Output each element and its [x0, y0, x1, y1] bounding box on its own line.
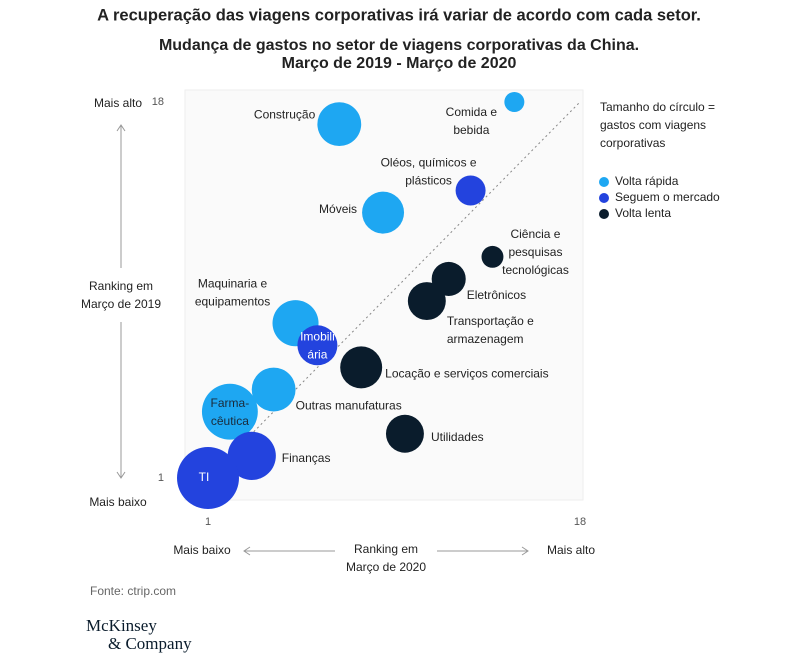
bubble-label: Comida e [446, 105, 498, 119]
bubble-label: armazenagem [447, 332, 524, 346]
legend-label: Volta lenta [615, 206, 671, 220]
x-axis-right-label: Mais alto [547, 543, 595, 557]
bubble-label: Transportação e [447, 314, 534, 328]
x-axis-title: Março de 2020 [346, 560, 426, 574]
y-axis-bottom-label: Mais baixo [89, 495, 147, 509]
size-note: gastos com viagens [600, 118, 706, 132]
plot-area [184, 89, 584, 501]
bubble [177, 447, 239, 509]
source: Fonte: ctrip.com [90, 584, 176, 598]
bubble [201, 383, 258, 440]
bubble-label: equipamentos [195, 294, 270, 308]
y-tick-label: 18 [152, 96, 164, 108]
bubble-label: bebida [453, 123, 489, 137]
bubble-label: Imobili [300, 329, 335, 343]
bubble [227, 431, 276, 480]
y-axis-title: Março de 2019 [81, 297, 161, 311]
bubble-label: Oléos, químicos e [381, 156, 477, 170]
bubble-label: Móveis [319, 202, 357, 216]
bubble-label: Finanças [282, 451, 331, 465]
bubble [455, 175, 486, 206]
bubble-label: Ciência e [510, 227, 560, 241]
x-tick-label: 1 [205, 516, 211, 528]
x-axis-left-label: Mais baixo [173, 543, 231, 557]
bubble [340, 346, 383, 389]
chart-title: Março de 2019 - Março de 2020 [282, 55, 517, 72]
y-axis-title: Ranking em [89, 279, 153, 293]
bubble [385, 414, 424, 453]
bubble-label: Maquinaria e [198, 276, 268, 290]
bubble [481, 245, 504, 268]
legend-marker [599, 209, 609, 219]
y-axis-top-label: Mais alto [94, 96, 142, 110]
bubble [504, 92, 525, 112]
logo: & Company [108, 634, 192, 653]
bubble-label: pesquisas [508, 245, 562, 259]
size-note: corporativas [600, 136, 665, 150]
bubble-label: Eletrônicos [467, 288, 526, 302]
axis-arrow [243, 546, 529, 556]
logo: McKinsey [86, 616, 157, 635]
y-tick-label: 1 [158, 472, 164, 484]
bubble-label: TI [199, 470, 210, 484]
bubble-label: plásticos [405, 174, 452, 188]
bubble [297, 325, 338, 366]
chart-title: Mudança de gastos no setor de viagens co… [159, 37, 639, 54]
legend-marker [599, 177, 609, 187]
bubble-label: cêutica [211, 414, 249, 428]
diagonal [207, 101, 581, 479]
bubble-label: ária [307, 347, 327, 361]
size-note: Tamanho do círculo = [600, 100, 715, 114]
bubble [407, 282, 446, 321]
legend-label: Seguem o mercado [615, 190, 720, 204]
bubble-label: Farma- [211, 396, 250, 410]
bubble [362, 191, 405, 234]
bubble [251, 367, 296, 412]
x-axis-title: Ranking em [354, 542, 418, 556]
headline: A recuperação das viagens corporativas i… [97, 6, 701, 24]
bubble-label: tecnológicas [502, 263, 569, 277]
axis-arrow [116, 124, 126, 479]
x-tick-label: 18 [574, 516, 586, 528]
bubble [431, 261, 466, 296]
bubble-label: Construção [254, 107, 316, 121]
bubble [317, 102, 362, 147]
bubble-label: Utilidades [431, 430, 484, 444]
legend-marker [599, 193, 609, 203]
legend-label: Volta rápida [615, 174, 679, 188]
bubble-label: Locação e serviços comerciais [385, 367, 548, 381]
bubble-label: Outras manufaturas [296, 399, 402, 413]
